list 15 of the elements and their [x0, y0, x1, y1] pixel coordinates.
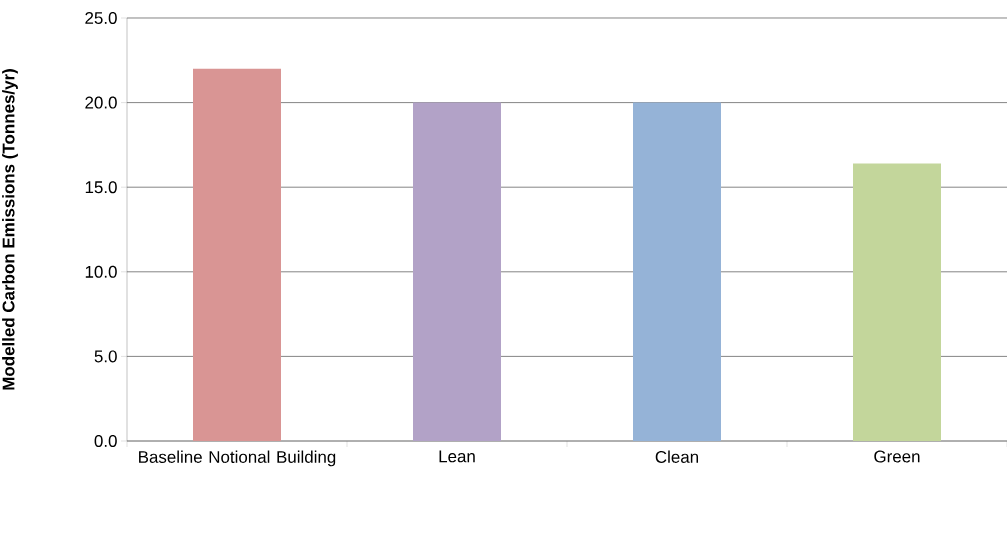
- y-tick-label: 10.0: [85, 265, 117, 278]
- y-tick-label: 20.0: [85, 96, 117, 109]
- y-tick-label: 15.0: [85, 181, 117, 194]
- x-tick-label: Lean: [439, 450, 475, 463]
- bar: [193, 68, 281, 441]
- y-tick-label: 0.0: [94, 435, 117, 447]
- x-tick-label: Baseline Notional Building: [139, 450, 336, 467]
- x-tick-label: Green: [874, 450, 920, 463]
- bar: [853, 163, 941, 441]
- bar: [413, 102, 501, 441]
- y-tick-label: 25.0: [85, 12, 117, 24]
- y-axis-title: Modelled Carbon Emissions (Tonnes/yr): [2, 69, 18, 390]
- x-tick-label: Clean: [655, 450, 699, 463]
- y-tick-label: 5.0: [94, 350, 117, 363]
- bar: [633, 102, 721, 441]
